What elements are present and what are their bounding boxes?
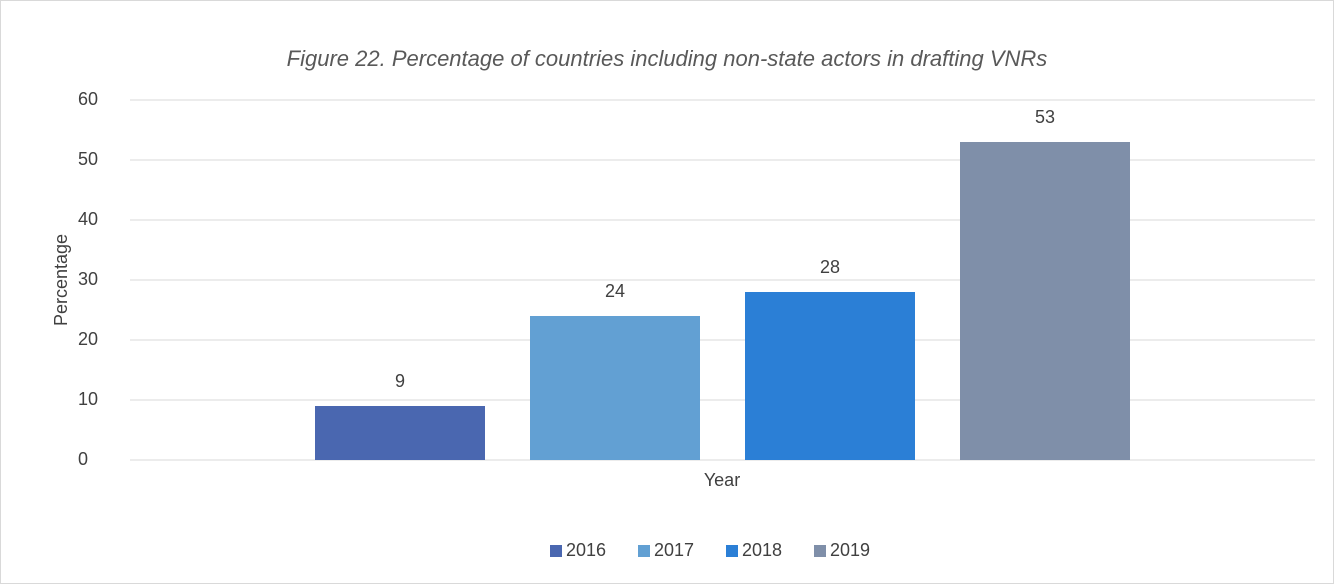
legend-swatch [726, 545, 738, 557]
legend-swatch [814, 545, 826, 557]
bar [960, 142, 1130, 460]
legend-label: 2018 [742, 540, 782, 560]
data-label: 24 [605, 281, 625, 301]
y-tick-label: 60 [78, 89, 98, 109]
data-label: 9 [395, 371, 405, 391]
data-label: 28 [820, 257, 840, 277]
bar [745, 292, 915, 460]
legend-label: 2016 [566, 540, 606, 560]
y-tick-label: 0 [78, 449, 88, 469]
legend-label: 2017 [654, 540, 694, 560]
legend-swatch [550, 545, 562, 557]
bar [530, 316, 700, 460]
y-tick-label: 30 [78, 269, 98, 289]
y-tick-label: 50 [78, 149, 98, 169]
y-axis-label: Percentage [51, 234, 71, 326]
chart-title: Figure 22. Percentage of countries inclu… [287, 46, 1048, 71]
y-tick-label: 40 [78, 209, 98, 229]
legend-label: 2019 [830, 540, 870, 560]
y-tick-label: 20 [78, 329, 98, 349]
data-label: 53 [1035, 107, 1055, 127]
legend-swatch [638, 545, 650, 557]
bar [315, 406, 485, 460]
y-tick-label: 10 [78, 389, 98, 409]
x-axis-label: Year [704, 470, 740, 490]
